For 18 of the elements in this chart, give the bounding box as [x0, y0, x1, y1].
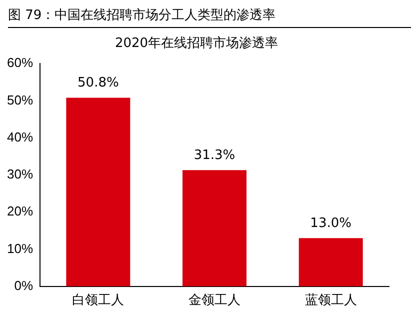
x-tick-label: 白领工人 — [72, 292, 124, 307]
y-tick-label: 50% — [6, 92, 34, 108]
bar — [182, 170, 246, 286]
y-tick-label: 20% — [6, 204, 34, 219]
data-label: 31.3% — [194, 148, 236, 164]
bar — [66, 98, 130, 286]
chart-title: 图 79：中国在线招聘市场分工人类型的渗透率 — [8, 6, 411, 28]
y-tick-label: 30% — [6, 166, 34, 182]
bar — [298, 238, 363, 286]
y-tick-label: 40% — [6, 129, 34, 144]
data-label: 50.8% — [78, 76, 119, 91]
x-tick-label: 蓝领工人 — [304, 292, 357, 307]
y-tick-label: 0% — [14, 278, 34, 293]
y-tick-label: 10% — [6, 240, 34, 256]
y-tick-label: 60% — [6, 55, 34, 70]
chart-subtitle: 2020年在线招聘市场渗透率 — [114, 35, 278, 52]
data-label: 13.0% — [310, 216, 352, 231]
x-tick-label: 金领工人 — [188, 292, 241, 307]
